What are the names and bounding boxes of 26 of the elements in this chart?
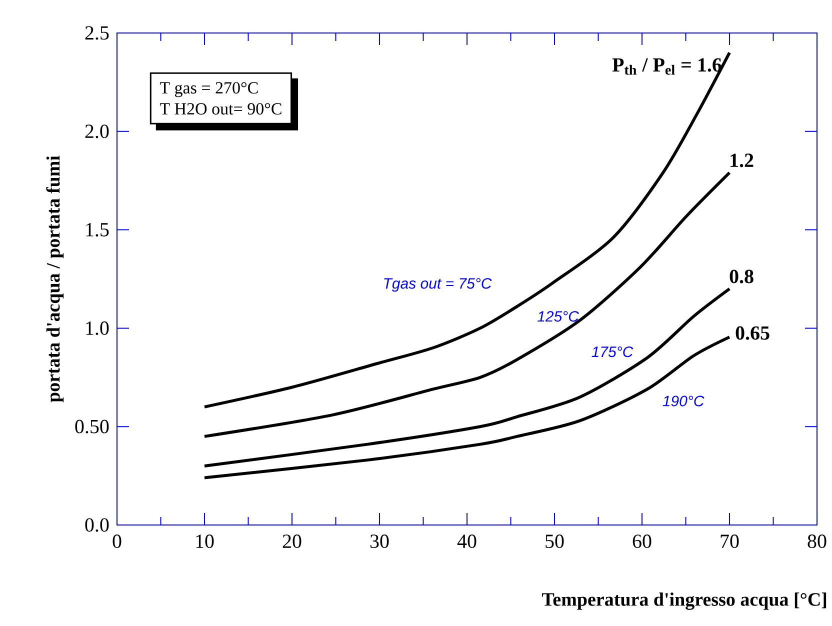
y-tick-label: 1.0 (86, 321, 109, 335)
x-tick-label: 60 (632, 534, 652, 548)
x-tick-label: 0 (112, 534, 122, 548)
x-tick-label: 30 (370, 534, 389, 548)
annotation: 125°C (537, 311, 580, 322)
annotation: 175°C (592, 346, 634, 358)
annotation: 190°C (662, 396, 704, 406)
x-tick-label: 80 (808, 534, 826, 548)
x-tick-label: 50 (546, 534, 564, 548)
series-label: 0.8 (730, 270, 754, 284)
y-tick-label: 2.0 (85, 124, 109, 138)
x-tick-label: 20 (282, 534, 302, 548)
y-tick-label: 0.50 (75, 420, 109, 434)
annotation: T H2O out= 90°C (160, 103, 282, 115)
series-label: 0.65 (736, 326, 770, 340)
annotation: Tgas out = 75°C (384, 278, 492, 292)
y-tick-label: 0.0 (85, 518, 109, 532)
y-tick-label: 2.5 (85, 26, 109, 40)
y-axis-title: portata d'acqua / portata fumi (46, 156, 64, 402)
series-label: 1.2 (730, 154, 754, 168)
x-axis-title: Temperatura d'ingresso acqua [°C] (542, 592, 826, 610)
annotation: T gas = 270°C (160, 82, 258, 98)
y-tick-label: 1.5 (86, 223, 109, 237)
x-tick-label: 70 (720, 534, 739, 548)
x-tick-label: 40 (457, 534, 476, 548)
x-tick-label: 10 (196, 534, 214, 548)
